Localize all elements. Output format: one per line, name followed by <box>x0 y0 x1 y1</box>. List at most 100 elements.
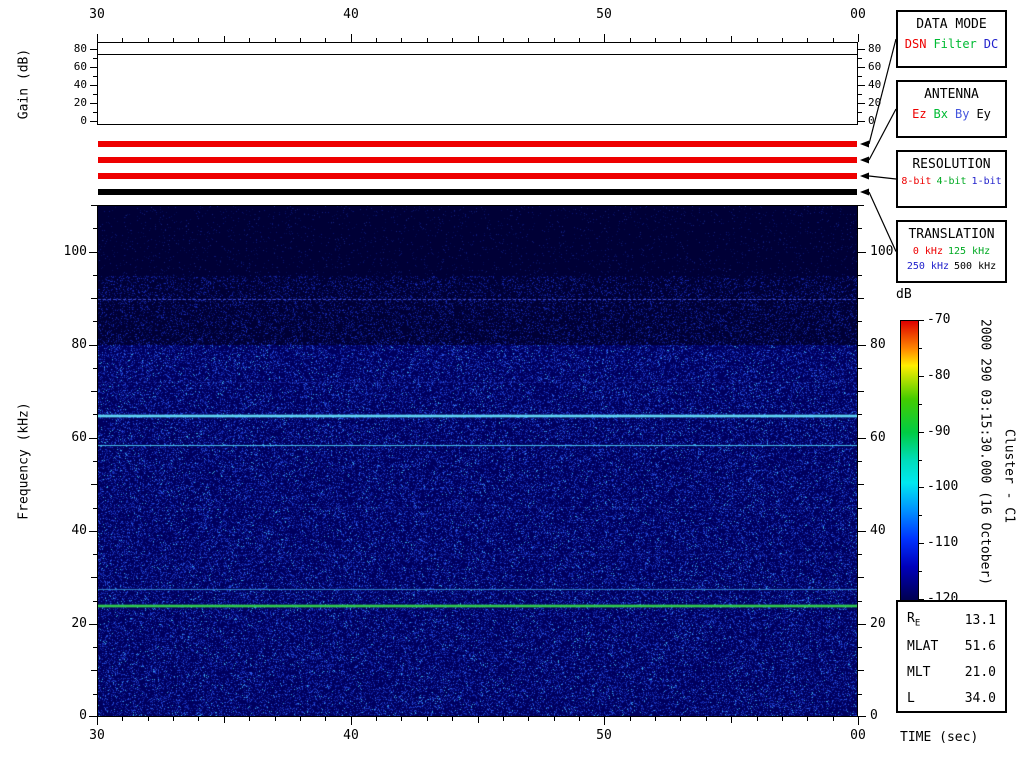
ephemeris-label-sub: E <box>914 618 921 629</box>
time-tick <box>275 38 276 42</box>
gain-tick-label: 20 <box>73 96 87 109</box>
time-tick <box>604 717 605 725</box>
time-tick <box>224 36 225 42</box>
freq-tick <box>93 414 97 415</box>
time-tick <box>579 38 580 42</box>
colorbar-tick <box>919 376 924 377</box>
time-tick <box>833 717 834 721</box>
colorbar-tick <box>919 432 924 433</box>
freq-tick-label: 100 <box>63 244 87 259</box>
legend-item-4-bit: 4-bit <box>936 176 967 187</box>
gain-tick <box>858 103 865 104</box>
frequency-axis-label: Frequency (kHz) <box>16 402 32 520</box>
time-tick <box>579 717 580 721</box>
freq-tick <box>858 321 862 322</box>
colorbar-tick <box>919 348 922 349</box>
time-tick <box>833 38 834 42</box>
time-tick <box>97 34 98 42</box>
gain-tick <box>90 85 97 86</box>
time-tick <box>148 717 149 721</box>
legend-item-250-khz: 250 kHz <box>906 261 949 272</box>
freq-tick-label: 100 <box>870 244 894 259</box>
time-tick <box>604 34 605 42</box>
freq-tick-label: 20 <box>870 616 886 631</box>
time-tick <box>731 36 732 42</box>
gain-trace-line <box>98 54 857 55</box>
time-tick <box>401 717 402 721</box>
freq-tick <box>858 252 866 253</box>
spacecraft-vertical-label: Cluster - C1 <box>1001 429 1017 523</box>
time-tick <box>224 717 225 723</box>
gain-panel <box>97 42 858 125</box>
ephemeris-value: 34.0 <box>964 690 996 706</box>
time-tick <box>706 717 707 721</box>
freq-tick-label: 80 <box>870 337 886 352</box>
gain-tick-label: 20 <box>868 96 882 109</box>
freq-tick <box>858 508 862 509</box>
gain-tick <box>90 103 97 104</box>
colorbar-tick <box>919 515 922 516</box>
freq-tick-label: 60 <box>870 430 886 445</box>
gain-tick <box>858 76 862 77</box>
time-tick <box>173 717 174 721</box>
time-tick <box>655 38 656 42</box>
time-tick <box>858 34 859 42</box>
legend-item-filter: Filter <box>933 37 977 51</box>
legend-title: DATA MODE <box>916 17 987 32</box>
resolution-bar <box>98 173 857 179</box>
colorbar-tick <box>919 320 924 321</box>
time-tick-label: 40 <box>343 728 359 743</box>
legend-title: ANTENNA <box>924 87 979 102</box>
freq-tick <box>858 531 866 532</box>
gain-tick-label: 0 <box>868 114 875 127</box>
freq-tick <box>858 461 862 462</box>
gain-tick-label: 80 <box>868 42 882 55</box>
freq-tick <box>91 484 97 485</box>
freq-tick <box>93 508 97 509</box>
time-tick <box>198 717 199 721</box>
freq-tick-label: 40 <box>870 523 886 538</box>
ephemeris-value: 21.0 <box>964 664 996 680</box>
gain-tick <box>858 121 865 122</box>
freq-tick <box>91 391 97 392</box>
timestamp-vertical-label: 2000 290 03:15:30.000 (16 October) <box>977 318 993 586</box>
legend-item-bx: Bx <box>933 107 948 121</box>
time-tick <box>198 38 199 42</box>
gain-tick-label: 60 <box>868 60 882 73</box>
freq-tick <box>858 205 864 206</box>
ephemeris-row: MLT 21.0 <box>898 659 1005 685</box>
gain-tick-label: 60 <box>73 60 87 73</box>
time-tick <box>300 38 301 42</box>
freq-tick <box>89 531 97 532</box>
freq-tick <box>93 647 97 648</box>
gain-tick <box>90 121 97 122</box>
freq-tick <box>93 228 97 229</box>
spectrogram-panel <box>97 205 858 717</box>
time-tick <box>655 717 656 721</box>
spectrogram-canvas <box>98 206 857 716</box>
colorbar-tick-label: -70 <box>927 312 951 327</box>
time-tick-label: 00 <box>850 7 866 22</box>
freq-tick <box>858 368 862 369</box>
legend-item-500-khz: 500 kHz <box>954 261 997 272</box>
freq-tick <box>858 345 866 346</box>
legend-item-dc: DC <box>983 37 999 51</box>
time-tick <box>275 717 276 721</box>
freq-tick <box>858 275 862 276</box>
freq-tick <box>89 252 97 253</box>
freq-tick <box>91 298 97 299</box>
time-tick <box>351 34 352 42</box>
freq-tick <box>93 275 97 276</box>
colorbar-tick-label: -100 <box>927 479 959 494</box>
time-tick <box>300 717 301 721</box>
time-tick <box>757 38 758 42</box>
time-tick <box>858 717 859 725</box>
legend-title: TRANSLATION <box>908 227 995 242</box>
legend-items: 250 kHz 500 kHz <box>898 261 1005 272</box>
time-tick-label: 00 <box>850 728 866 743</box>
legend-box-data-mode: DATA MODE DSN Filter DC <box>896 10 1007 68</box>
time-tick <box>528 38 529 42</box>
time-tick <box>807 717 808 721</box>
gain-tick-label: 40 <box>73 78 87 91</box>
time-tick <box>148 38 149 42</box>
